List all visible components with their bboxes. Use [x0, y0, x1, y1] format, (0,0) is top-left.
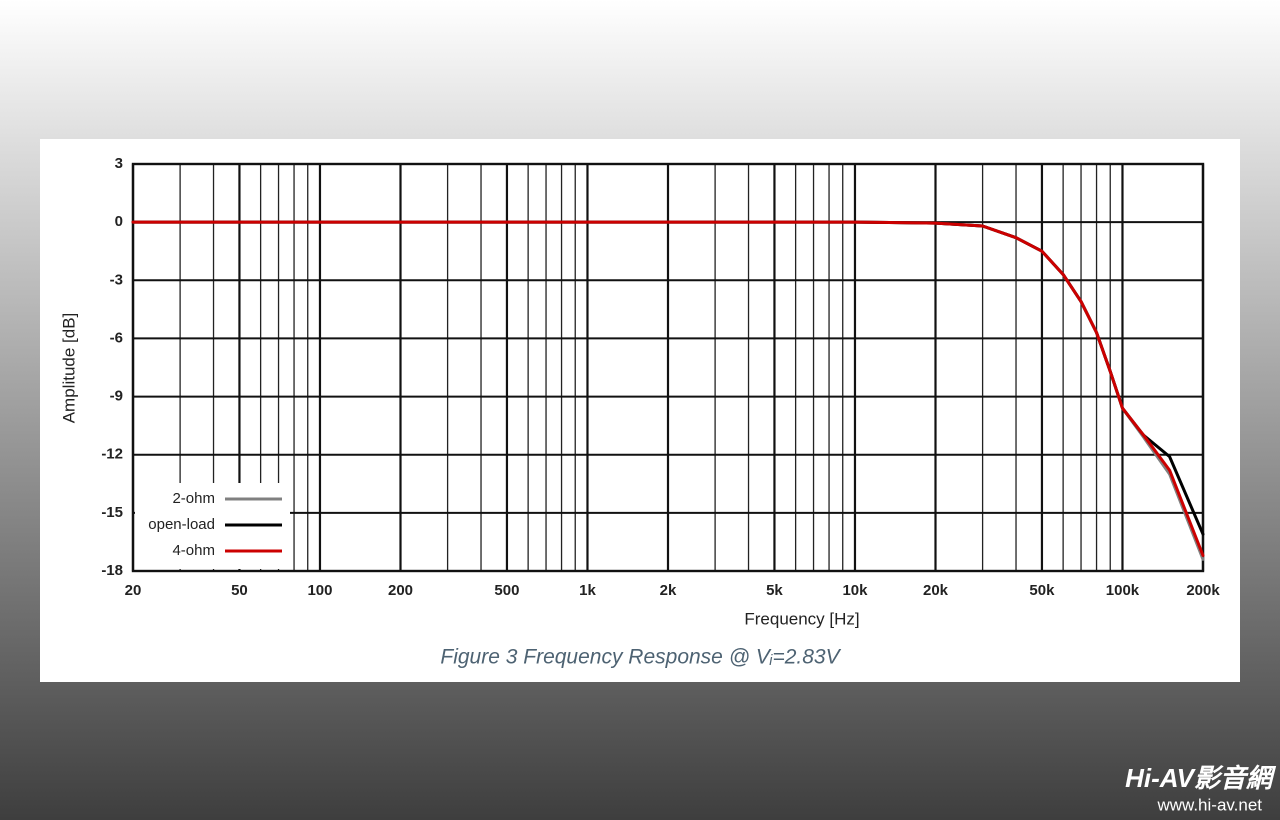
x-tick-label: 100: [307, 582, 332, 599]
x-tick-label: 50: [231, 582, 248, 599]
y-tick-label: -15: [101, 504, 123, 521]
y-tick-label: 3: [115, 155, 123, 172]
legend-label: 4-ohm: [172, 542, 215, 559]
chart-panel: [40, 139, 1240, 682]
legend-label: 2-ohm: [172, 490, 215, 507]
y-tick-label: 0: [115, 213, 123, 230]
x-tick-label: 10k: [842, 582, 868, 599]
x-tick-label: 200: [388, 582, 413, 599]
x-tick-label: 100k: [1106, 582, 1140, 599]
legend: 2-ohm open-load 4-ohm: [135, 483, 290, 569]
x-tick-label: 500: [494, 582, 519, 599]
x-tick-label: 2k: [660, 582, 677, 599]
watermark-brand: Hi-AV影音網: [1125, 763, 1277, 793]
legend-label: open-load: [148, 516, 215, 533]
watermark-url: www.hi-av.net: [1156, 795, 1262, 814]
x-tick-label: 1k: [579, 582, 596, 599]
y-tick-label: -3: [110, 271, 123, 288]
x-tick-label: 50k: [1029, 582, 1055, 599]
x-tick-label: 20: [125, 582, 142, 599]
x-tick-label: 20k: [923, 582, 949, 599]
y-tick-label: -9: [110, 388, 123, 405]
x-tick-label: 200k: [1186, 582, 1220, 599]
series-line: [131, 220, 1205, 557]
plot-frame: [131, 162, 1205, 573]
y-axis-title: Amplitude [dB]: [59, 313, 78, 424]
caption: Figure 3 Frequency Response @ Vᵢ=2.83V: [440, 646, 841, 669]
x-axis-title: Frequency [Hz]: [744, 609, 859, 628]
y-tick-label: -18: [101, 562, 123, 579]
y-tick-label: -12: [101, 446, 123, 463]
x-tick-label: 5k: [766, 582, 783, 599]
y-tick-label: -6: [110, 329, 123, 346]
